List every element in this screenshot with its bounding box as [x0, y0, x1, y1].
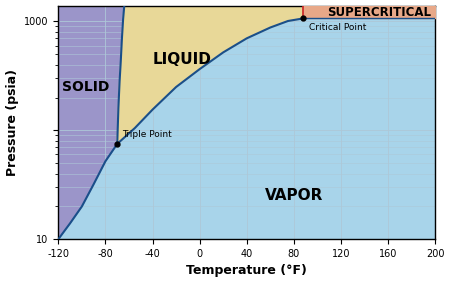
Text: Triple Point: Triple Point: [122, 130, 172, 139]
Text: SUPERCRITICAL: SUPERCRITICAL: [327, 6, 431, 19]
Y-axis label: Pressure (psia): Pressure (psia): [5, 69, 18, 176]
Text: SOLID: SOLID: [62, 80, 109, 94]
Text: VAPOR: VAPOR: [265, 188, 323, 203]
X-axis label: Temperature (°F): Temperature (°F): [186, 264, 307, 277]
Text: LIQUID: LIQUID: [153, 52, 212, 67]
Polygon shape: [58, 6, 124, 239]
Polygon shape: [117, 6, 303, 144]
Text: Critical Point: Critical Point: [309, 23, 367, 32]
